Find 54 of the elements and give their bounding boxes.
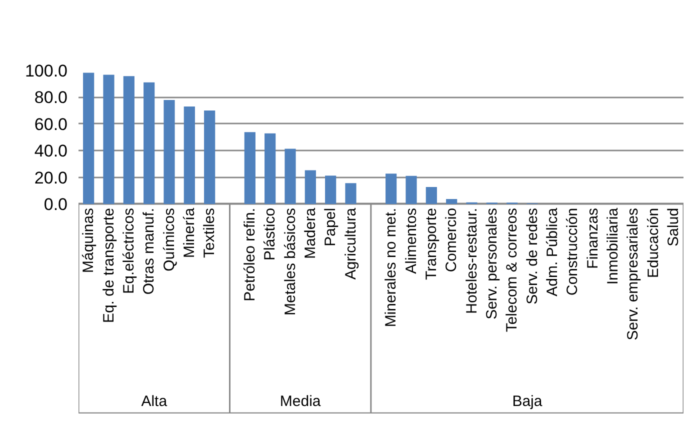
bar bbox=[325, 176, 336, 204]
x-tick-label: Eq.eléctricos bbox=[120, 208, 138, 294]
x-tick-label: Transporte bbox=[422, 208, 440, 280]
bar bbox=[123, 76, 134, 204]
x-tick-label: Finanzas bbox=[584, 208, 602, 269]
bar bbox=[304, 170, 316, 204]
x-tick-label: Hoteles-restaur. bbox=[463, 208, 480, 314]
x-tick-label: Minerales no met. bbox=[382, 208, 400, 328]
x-tick-label: Plástico bbox=[262, 208, 279, 260]
bar bbox=[144, 82, 155, 204]
x-tick-label: Comercio bbox=[443, 208, 460, 272]
x-tick-label: Alimentos bbox=[402, 208, 420, 274]
x-tick-label: Telecom & correos bbox=[504, 208, 521, 332]
bar bbox=[204, 110, 216, 204]
bar bbox=[386, 174, 397, 204]
bar bbox=[284, 148, 296, 204]
bar bbox=[426, 187, 437, 204]
y-tick-label: 60.0 bbox=[34, 114, 68, 134]
y-tick-label: 0.0 bbox=[44, 194, 68, 214]
x-tick-label: Otras manuf. bbox=[140, 208, 158, 295]
x-tick-label: Serv. empresariales bbox=[624, 208, 642, 340]
y-tick-label: 100.0 bbox=[24, 62, 68, 80]
x-tick-label: Salud bbox=[664, 208, 682, 246]
y-tick-label: 40.0 bbox=[34, 142, 68, 161]
x-tick-label: Educación bbox=[644, 208, 662, 278]
x-tick-label: Agricultura bbox=[342, 207, 360, 280]
bar bbox=[446, 199, 458, 204]
x-tick-label: Máquinas bbox=[80, 208, 98, 274]
x-tick-label: Químicos bbox=[160, 208, 178, 272]
y-tick-label: 80.0 bbox=[34, 88, 68, 108]
y-tick-label: 20.0 bbox=[34, 168, 68, 188]
x-tick-label: Serv. personales bbox=[483, 208, 500, 320]
bar bbox=[184, 106, 195, 204]
bar bbox=[103, 74, 114, 204]
bar bbox=[345, 183, 356, 204]
x-tick-label: Minería bbox=[180, 207, 198, 258]
x-tick-label: Metales básicos bbox=[282, 208, 299, 316]
bar bbox=[164, 100, 175, 204]
text: Alta bbox=[141, 392, 168, 410]
bar bbox=[244, 132, 256, 204]
x-tick-label: Serv. de redes bbox=[524, 208, 541, 304]
x-tick-label: Adm. Pública bbox=[544, 207, 561, 296]
x-tick-label: Construcción bbox=[564, 208, 582, 296]
x-tick-label: Inmobiliaria bbox=[604, 207, 622, 285]
x-tick-label: Petróleo refin. bbox=[241, 208, 258, 302]
bar bbox=[264, 133, 276, 204]
bar bbox=[83, 72, 94, 204]
x-tick-label: Eq. de transporte bbox=[100, 208, 118, 324]
x-tick-label: Madera bbox=[302, 207, 319, 259]
x-tick-label: Papel bbox=[322, 208, 340, 246]
text: Baja bbox=[512, 392, 543, 410]
bar bbox=[406, 176, 417, 204]
x-tick-label: Textiles bbox=[201, 208, 218, 258]
text: Media bbox=[280, 392, 322, 410]
